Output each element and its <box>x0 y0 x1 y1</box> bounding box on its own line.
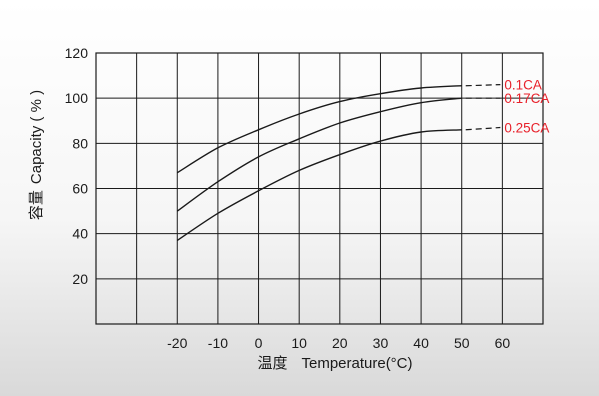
x-tick-label: -20 <box>167 335 187 351</box>
x-tick-label: 40 <box>413 335 429 351</box>
y-tick-labels: 20 40 60 80 100 120 <box>65 45 89 287</box>
series-lines <box>176 85 462 241</box>
series-extension-0.1CA <box>465 84 501 87</box>
y-tick-label: 100 <box>65 90 89 106</box>
plot-border <box>95 52 544 325</box>
x-tick-label: 10 <box>291 335 307 351</box>
series-line-0.1CA <box>176 85 462 174</box>
x-tick-labels: -20 -10 0 10 20 30 40 50 60 <box>167 335 510 351</box>
x-tick-label: 60 <box>495 335 511 351</box>
x-tick-label: 50 <box>454 335 470 351</box>
plot-frame <box>95 52 544 325</box>
y-axis-title: 容量Capacity ( % ) <box>28 90 45 220</box>
x-tick-label: 20 <box>332 335 348 351</box>
x-tick-label: -10 <box>208 335 228 351</box>
series-line-0.25CA <box>176 129 462 241</box>
x-axis-title: 温度 Temperature(°C) <box>257 355 412 372</box>
series-extensions <box>465 84 501 131</box>
grid <box>96 53 543 324</box>
y-tick-label: 80 <box>72 135 88 151</box>
x-tick-label: 0 <box>255 335 263 351</box>
y-tick-label: 120 <box>65 45 89 61</box>
y-tick-label: 40 <box>72 226 88 242</box>
series-label: 0.17CA <box>504 91 549 106</box>
y-tick-label: 60 <box>72 181 88 197</box>
series-line-0.17CA <box>176 97 462 212</box>
series-extension-0.25CA <box>465 126 501 131</box>
y-tick-label: 20 <box>72 271 88 287</box>
series-label: 0.25CA <box>504 121 549 136</box>
series-label: 0.1CA <box>504 78 542 93</box>
x-tick-label: 30 <box>373 335 389 351</box>
